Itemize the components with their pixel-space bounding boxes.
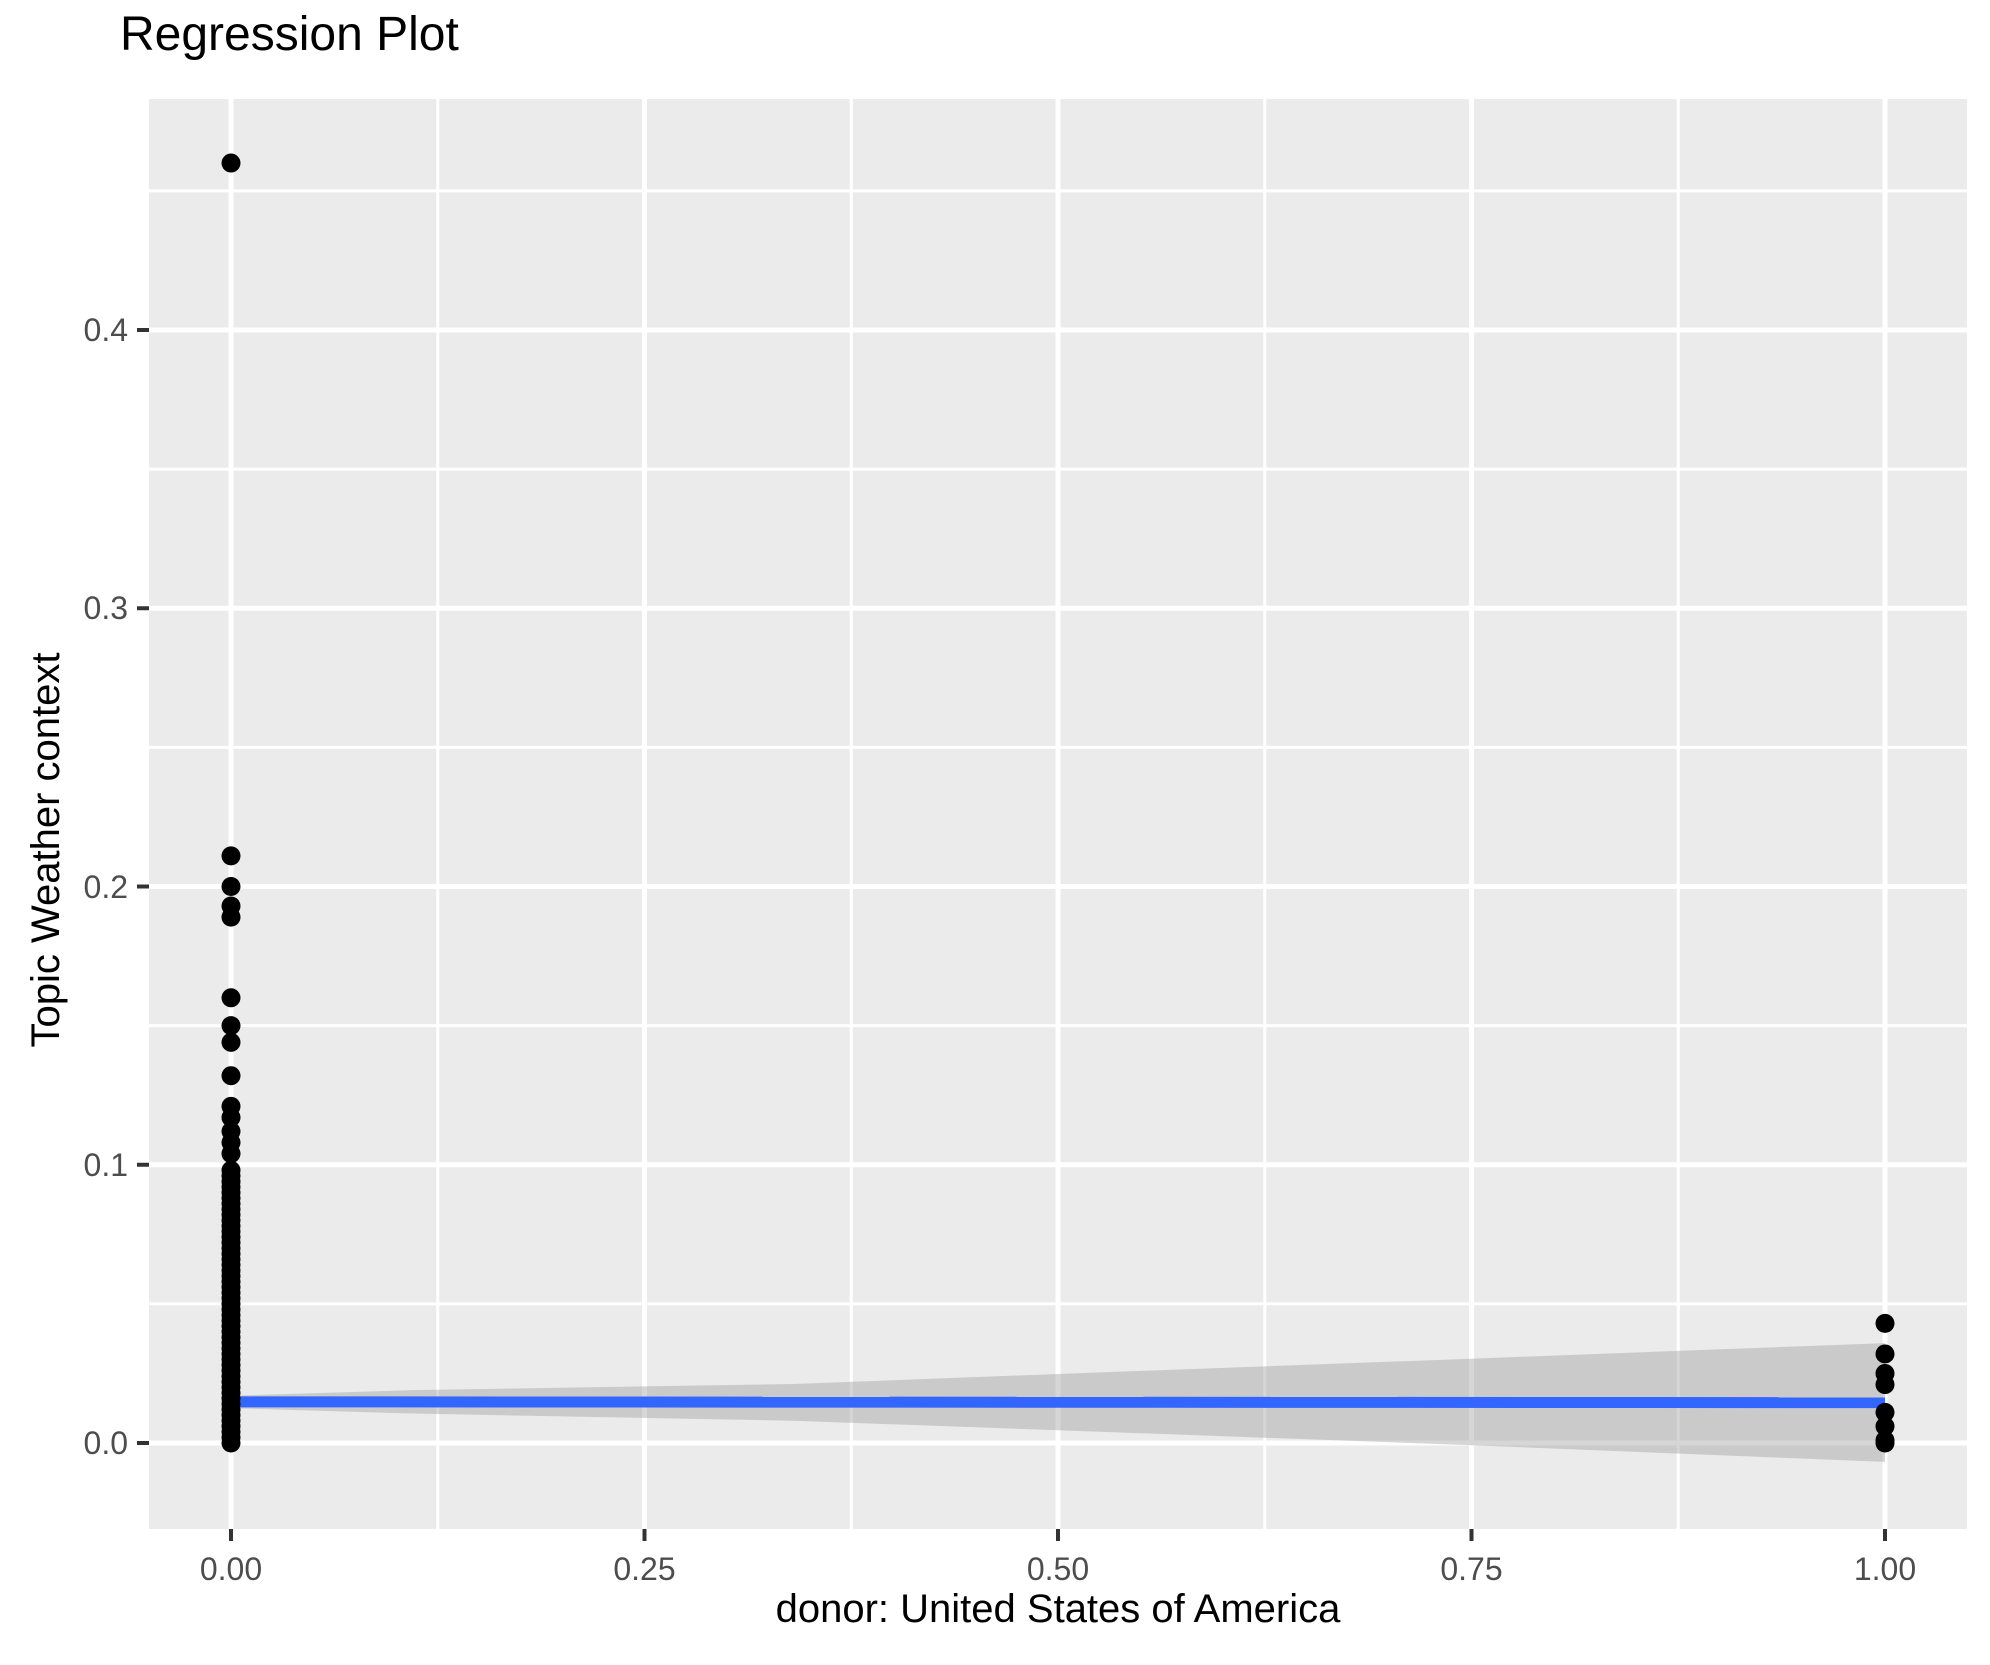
data-point [1875,1416,1895,1436]
y-tick-label: 0.3 [83,590,128,627]
data-points [221,153,1895,1453]
axis-tick-marks [137,328,1887,1541]
data-point [221,846,241,866]
data-point [1875,1313,1895,1333]
x-tick-label: 0.75 [1440,1551,1503,1587]
data-point [1875,1344,1895,1364]
data-point [221,907,241,927]
data-point [221,1107,241,1127]
data-point [221,153,241,173]
data-point [221,1066,241,1086]
data-point [221,1016,241,1036]
y-tick-label: 0.2 [83,868,128,905]
plot-title: Regression Plot [120,8,459,61]
data-point [221,988,241,1008]
data-point [221,1433,241,1453]
x-tick-label: 0.25 [613,1551,676,1587]
x-tick-label: 0.00 [199,1551,263,1587]
y-axis-title: Topic Weather context [24,652,68,1048]
x-axis-title: donor: United States of America [775,1587,1341,1631]
x-tick-label: 0.50 [1026,1551,1090,1587]
data-point [221,1144,241,1164]
x-tick-label: 1.00 [1853,1551,1917,1587]
data-point [221,1032,241,1052]
data-point [221,877,241,896]
data-point [1875,1375,1895,1395]
data-point [1875,1433,1895,1453]
y-tick-label: 0.0 [83,1425,128,1461]
y-tick-label: 0.4 [83,312,128,348]
data-point [1875,1402,1895,1422]
y-tick-label: 0.1 [83,1146,128,1183]
regression-line [230,1396,1886,1409]
